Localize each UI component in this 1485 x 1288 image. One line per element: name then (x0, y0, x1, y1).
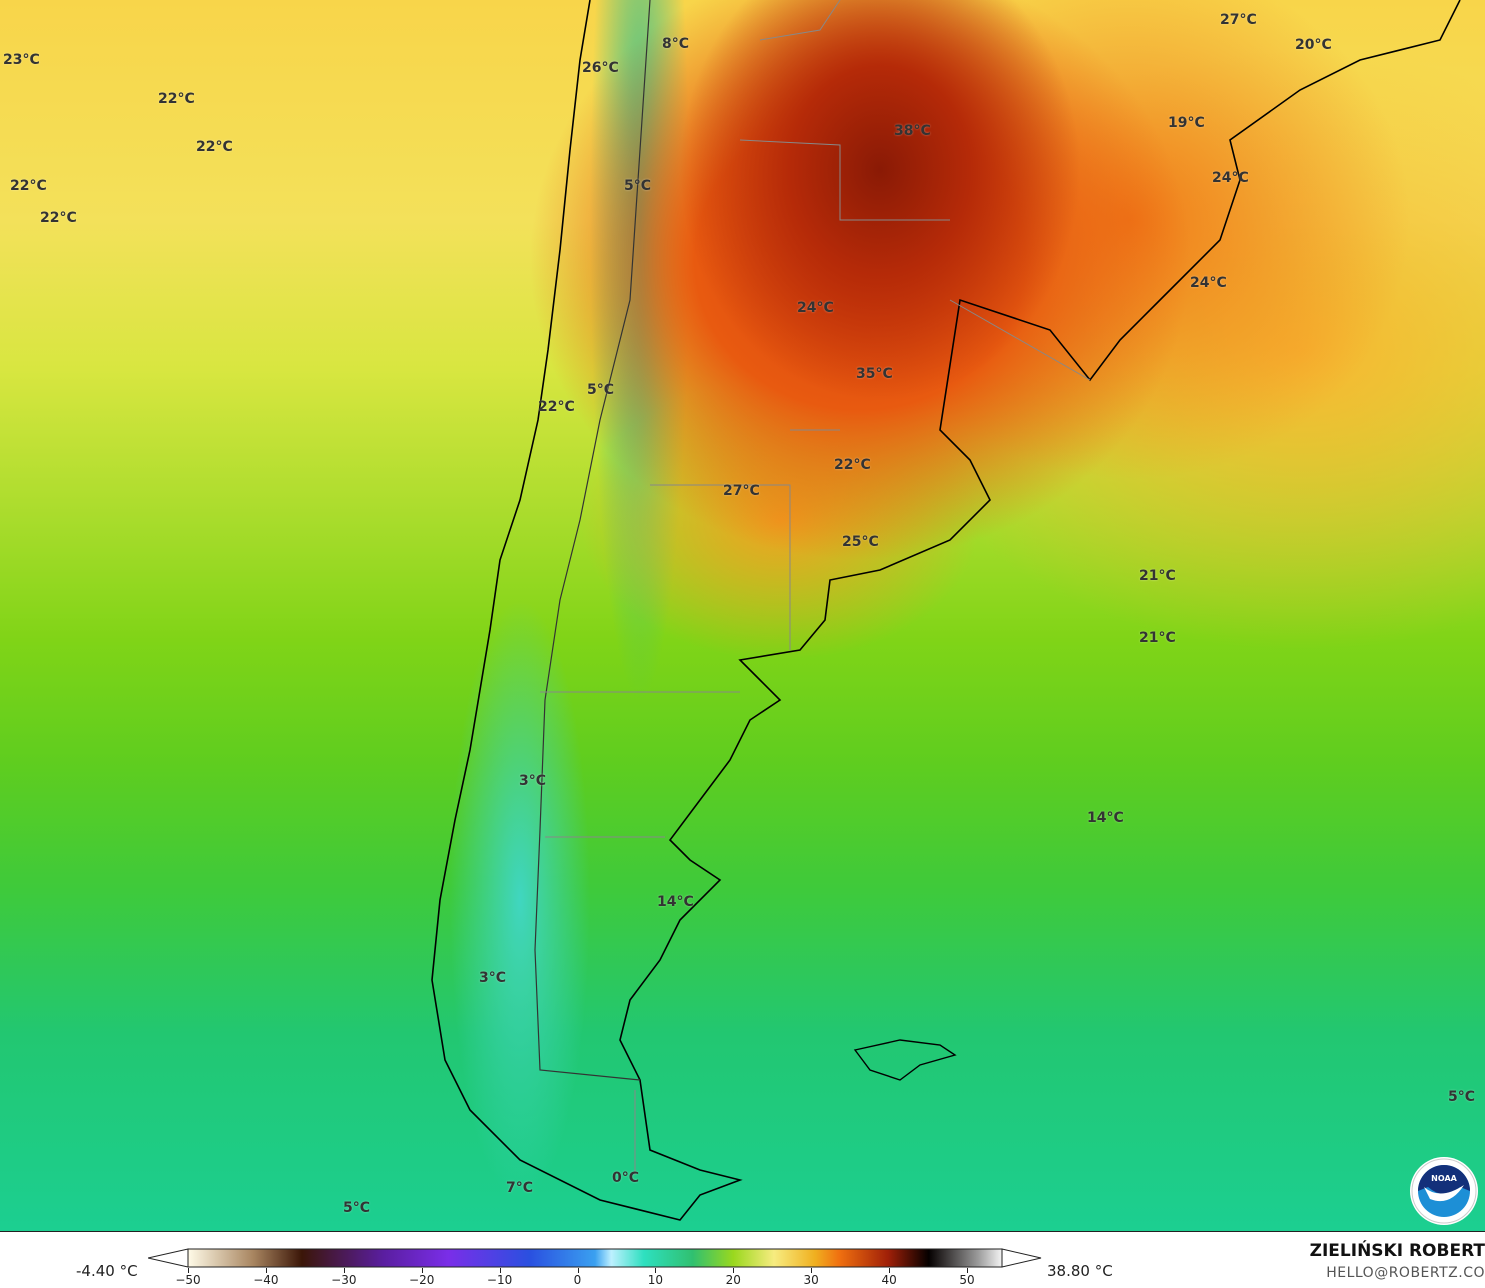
temp-label: 24°C (797, 300, 834, 316)
temp-label: 24°C (1190, 275, 1227, 291)
colorbar (148, 1248, 1042, 1268)
author-email: HELLO@ROBERTZ.CO (1326, 1265, 1485, 1281)
colorbar-tick-mark (421, 1268, 423, 1273)
colorbar-tick-label: 0 (573, 1273, 582, 1287)
colorbar-tick-label: −20 (409, 1273, 435, 1287)
temp-label: 22°C (196, 139, 233, 155)
min-value-label: -4.40 °C (76, 1262, 138, 1280)
colorbar-tick-mark (967, 1268, 968, 1273)
colorbar-tick-mark (811, 1268, 813, 1273)
temp-label: 22°C (10, 178, 47, 194)
colorbar-tick-label: 20 (725, 1273, 741, 1287)
colorbar-tick-mark (188, 1268, 189, 1273)
temp-label: 5°C (587, 382, 615, 398)
colorbar-tick-label: 10 (647, 1273, 664, 1287)
temp-label: 22°C (158, 91, 195, 107)
colorbar-tick-label: −50 (175, 1273, 201, 1287)
author-credit: ZIELIŃSKI ROBERT (1309, 1241, 1485, 1261)
colorbar-tick-mark (499, 1268, 501, 1273)
colorbar-tick-mark (655, 1268, 657, 1273)
colorbar-tick-label: 30 (803, 1273, 819, 1287)
colorbar-tick-label: −30 (331, 1273, 357, 1287)
colorbar-tick-mark (343, 1268, 345, 1273)
colorbar-tick-mark (577, 1268, 579, 1273)
colorbar-tick-mark (733, 1268, 735, 1273)
colorbar-tick-label: 40 (881, 1273, 897, 1287)
temp-label: 5°C (1448, 1089, 1476, 1105)
colorbar-tick-label: −40 (253, 1273, 279, 1287)
temp-label: 21°C (1139, 630, 1176, 646)
svg-text:NOAA: NOAA (1431, 1174, 1457, 1183)
temp-label: 14°C (657, 894, 694, 910)
temp-label: 24°C (1212, 170, 1249, 186)
temp-label: 3°C (479, 970, 507, 986)
noaa-logo: NOAA (1410, 1157, 1478, 1225)
temp-label: 38°C (894, 123, 931, 139)
temp-label: 5°C (624, 178, 652, 194)
temp-label: 8°C (662, 36, 690, 52)
temp-label: 14°C (1087, 810, 1124, 826)
temp-label: 35°C (856, 366, 893, 382)
temp-label: 5°C (343, 1200, 371, 1216)
temp-label: 22°C (538, 399, 575, 415)
colorbar-tick-label: −10 (486, 1273, 513, 1287)
temp-label: 21°C (1139, 568, 1176, 584)
max-value-label: 38.80 °C (1047, 1262, 1113, 1280)
temp-label: 25°C (842, 534, 879, 550)
temperature-map: 23°C 22°C 22°C 22°C 22°C 26°C 8°C 5°C 38… (0, 0, 1485, 1231)
temp-label: 27°C (723, 483, 760, 499)
temp-label: 26°C (582, 60, 619, 76)
temp-label: 27°C (1220, 12, 1257, 28)
temp-label: 19°C (1168, 115, 1205, 131)
temp-label: 23°C (3, 52, 40, 68)
temp-label: 22°C (834, 457, 871, 473)
colorbar-tick-mark (889, 1268, 891, 1273)
colorbar-tick-label: 50 (959, 1273, 975, 1287)
temp-label: 22°C (40, 210, 77, 226)
coastline-borders (431, 0, 1461, 1221)
temp-label: 7°C (506, 1180, 534, 1196)
temp-label: 0°C (612, 1170, 640, 1186)
temp-label: 3°C (519, 773, 547, 789)
temp-label: 20°C (1295, 37, 1332, 53)
colorbar-legend: -4.40 °C (0, 1231, 1485, 1288)
colorbar-tick-mark (265, 1268, 267, 1273)
